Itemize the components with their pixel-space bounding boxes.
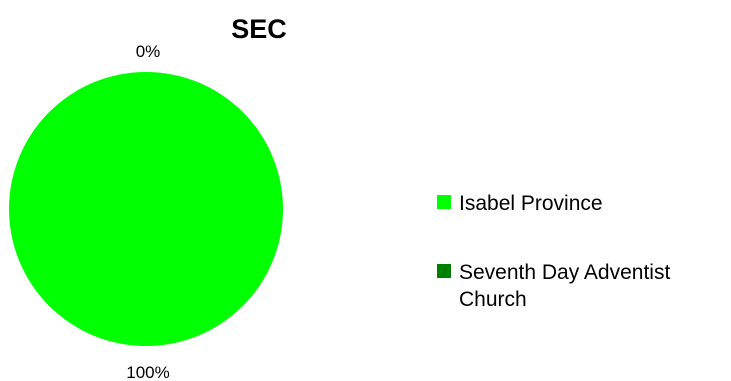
- legend-item-isabel-province: Isabel Province: [437, 192, 603, 215]
- legend-label-isabel-province: Isabel Province: [459, 192, 603, 215]
- chart-title: SEC: [231, 14, 287, 44]
- pie-slices: [9, 72, 283, 346]
- legend-item-seventh-day-adventist-church: Seventh Day Adventist Church: [437, 261, 670, 311]
- legend-swatch-isabel-province: [437, 195, 451, 209]
- svg-text:Church: Church: [459, 288, 527, 311]
- legend-label-seventh-day-adventist-church-line-1: Seventh Day Adventist: [459, 261, 670, 284]
- svg-text:Seventh Day Adventist: Seventh Day Adventist: [459, 261, 670, 284]
- slice-label-seventh-day-adventist-church: 0%: [136, 42, 161, 61]
- pie-slice-isabel-province: [9, 72, 283, 346]
- legend-label-seventh-day-adventist-church-line-2: Church: [459, 288, 527, 311]
- slice-label-isabel-province: 100%: [126, 363, 169, 381]
- svg-text:Isabel Province: Isabel Province: [459, 192, 603, 215]
- legend: Isabel Province Seventh Day Adventist Ch…: [437, 192, 670, 311]
- legend-swatch-seventh-day-adventist-church: [437, 264, 451, 278]
- pie-slice-labels: 0% 100%: [126, 42, 169, 381]
